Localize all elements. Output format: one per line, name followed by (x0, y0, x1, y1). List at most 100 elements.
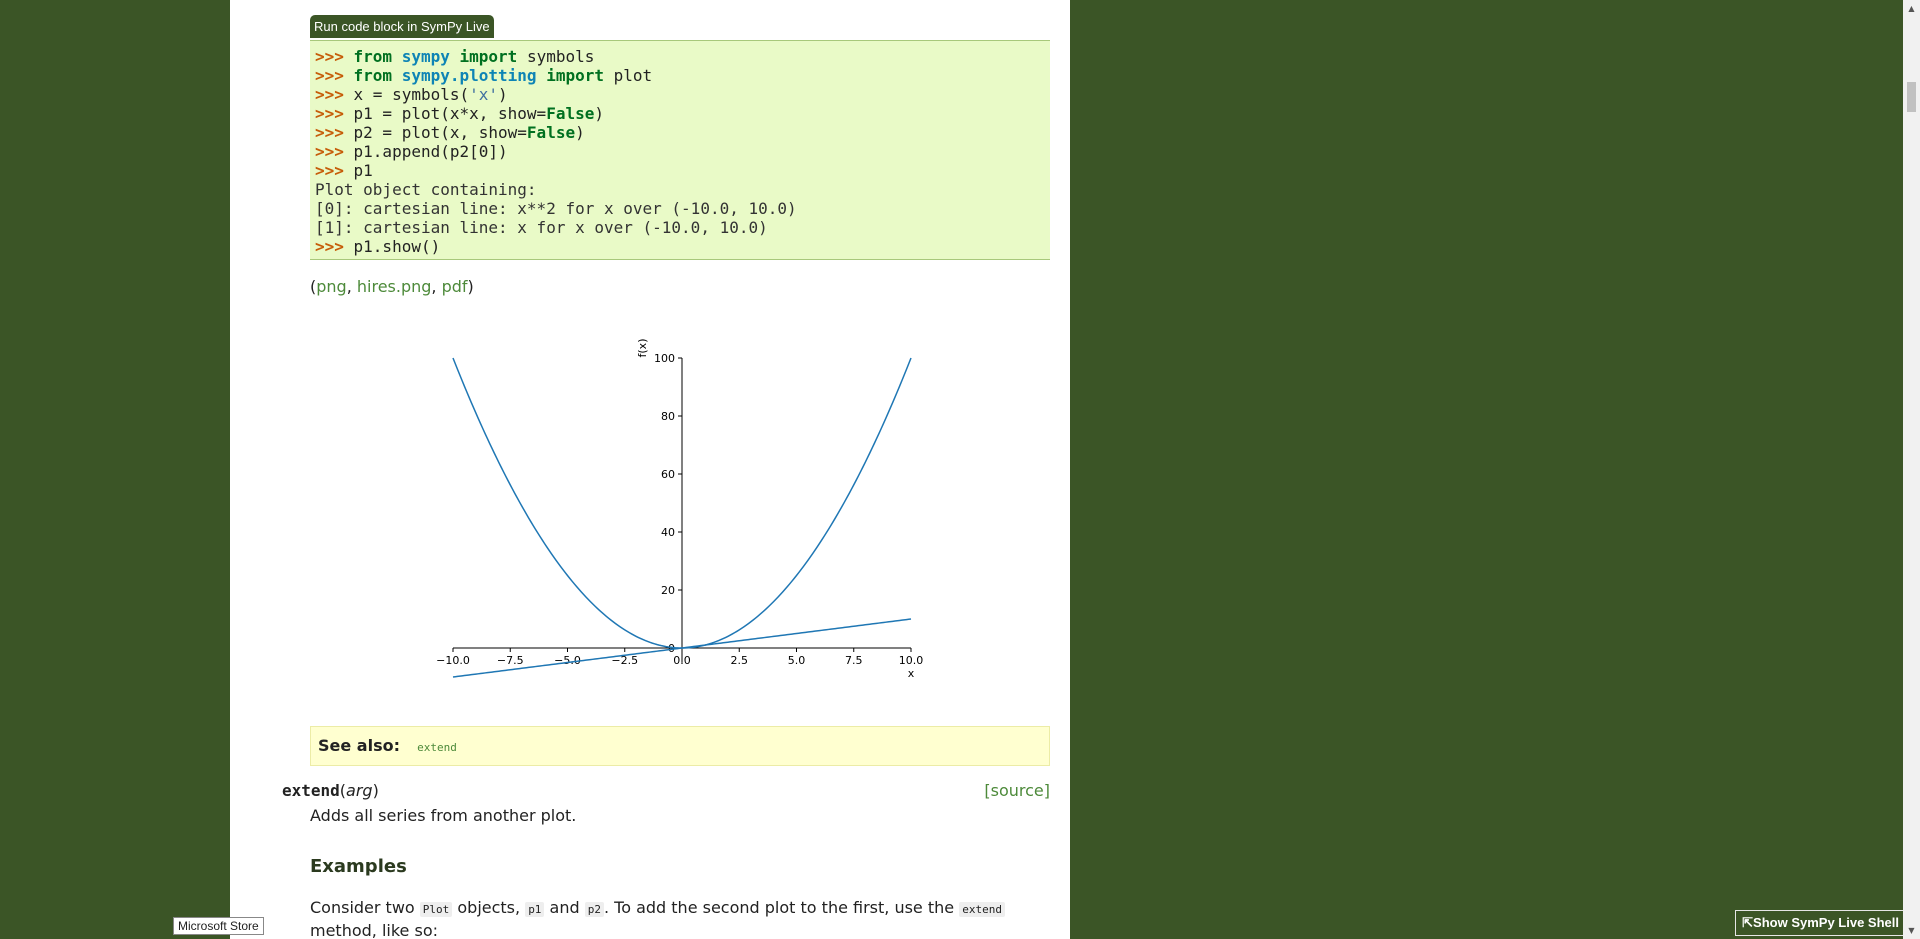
x-axis-label: x (908, 667, 915, 680)
y-tick-label: 20 (661, 584, 675, 597)
scroll-up-arrow-icon[interactable]: ▲ (1908, 4, 1915, 13)
code-token: >>> (315, 104, 354, 123)
plot-svg: −10.0 −7.5 −5.0 −2.5 0.0 2.5 5.0 7.5 10.0 0 20 40 60… (436, 339, 924, 680)
text-run: Consider two (310, 898, 420, 917)
text-run: objects, (452, 898, 526, 917)
x-tick-label: −5.0 (554, 654, 581, 667)
code-token (537, 66, 547, 85)
code-token: False (546, 104, 595, 123)
code-token: >>> (315, 66, 354, 85)
x-tick-label: 0.0 (673, 654, 691, 667)
code-line: >>> p1.append(p2[0]) (315, 142, 1045, 161)
scrollbar[interactable]: ▲ ▼ (1903, 0, 1920, 939)
see-also-extend-link[interactable]: extend (417, 741, 457, 754)
code-token: import (546, 66, 604, 85)
sig-paren-close: ) (372, 781, 379, 800)
y-tick-label: 40 (661, 526, 675, 539)
hires-png-link[interactable]: hires.png (356, 277, 432, 296)
code-token: plot (604, 66, 653, 85)
inline-code: Plot (419, 902, 453, 917)
code-line: >>> from sympy.plotting import plot (315, 66, 1045, 85)
code-token: ) (594, 104, 604, 123)
x-tick-label: 10.0 (899, 654, 924, 667)
code-token (392, 47, 402, 66)
method-arg: arg (346, 781, 373, 800)
code-token: 'x' (469, 85, 499, 104)
show-sympy-live-shell-button[interactable]: ⇱Show SymPy Live Shell (1735, 910, 1906, 936)
examples-heading: Examples (310, 856, 407, 877)
x-tick-label: 7.5 (845, 654, 863, 667)
code-token: >>> (315, 47, 354, 66)
inline-code: p1 (525, 902, 545, 917)
code-token: ) (498, 85, 508, 104)
method-signature: extend(arg) (282, 781, 379, 800)
sig-paren-open: ( (339, 781, 347, 800)
separator: , (346, 277, 357, 296)
code-line: >>> x = symbols('x') (315, 85, 1045, 104)
source-link[interactable]: [source] (984, 781, 1050, 800)
scroll-thumb[interactable] (1907, 82, 1916, 112)
x-tick-label: −10.0 (436, 654, 470, 667)
code-line: >>> p2 = plot(x, show=False) (315, 123, 1045, 142)
y-tick-label: 80 (661, 410, 675, 423)
code-token: p1 = plot(x*x, show= (353, 104, 547, 123)
code-token: ) (575, 123, 585, 142)
code-token: p1 (353, 161, 373, 180)
code-token: False (526, 123, 576, 142)
x-tick-label: 2.5 (731, 654, 749, 667)
text-run: . To add the second plot to the first, u… (603, 898, 960, 917)
code-token: >>> (315, 123, 354, 142)
code-block: >>> from sympy import symbols >>> from sy… (310, 40, 1050, 260)
code-token (392, 66, 402, 85)
plot-figure: −10.0 −7.5 −5.0 −2.5 0.0 2.5 5.0 7.5 10.0 0 20 40 60… (310, 320, 1050, 690)
see-also-box: See also: extend (310, 726, 1050, 766)
code-line: >>> p1 = plot(x*x, show=False) (315, 104, 1045, 123)
pdf-link[interactable]: pdf (441, 277, 468, 296)
code-line: Plot object containing: (315, 180, 1045, 199)
method-description: Adds all series from another plot. (310, 806, 577, 825)
code-line: >>> from sympy import symbols (315, 47, 1045, 66)
doc-page: Run code block in SymPy Live >>> from sy… (230, 0, 1070, 939)
code-token: [1]: cartesian line: x for x over (-10.0… (315, 218, 768, 237)
code-token: p1.show() (353, 237, 441, 256)
code-line: [1]: cartesian line: x for x over (-10.0… (315, 218, 1045, 237)
code-token: >>> (315, 237, 354, 256)
method-name: extend (282, 781, 340, 800)
code-token: >>> (315, 142, 354, 161)
x-tick-label: 5.0 (788, 654, 806, 667)
paren-close: ) (467, 277, 474, 296)
code-token: from (353, 47, 393, 66)
code-token (450, 47, 460, 66)
examples-paragraph: Consider two Plot objects, p1 and p2. To… (310, 897, 1050, 939)
code-token: Plot object containing: (315, 180, 537, 199)
y-tick-label: 0 (668, 642, 675, 655)
code-line: >>> p1.show() (315, 237, 1045, 256)
code-token: sympy.plotting (401, 66, 537, 85)
image-format-links: (png, hires.png, pdf) (310, 277, 474, 296)
inline-code: extend (959, 902, 1005, 917)
y-axis-label: f(x) (636, 339, 649, 358)
code-token: x = symbols( (353, 85, 470, 104)
y-tick-label: 100 (654, 352, 675, 365)
code-token: symbols (517, 47, 595, 66)
code-token: >>> (315, 85, 354, 104)
x-tick-label: −7.5 (497, 654, 524, 667)
run-in-sympy-live-button[interactable]: Run code block in SymPy Live (310, 15, 494, 38)
code-token: >>> (315, 161, 354, 180)
tooltip: Microsoft Store (173, 917, 264, 935)
code-line: [0]: cartesian line: x**2 for x over (-1… (315, 199, 1045, 218)
code-token: p1.append(p2[0]) (353, 142, 508, 161)
code-line: >>> p1 (315, 161, 1045, 180)
text-run: method, like so: (310, 921, 438, 939)
see-also-title: See also: (318, 736, 400, 755)
y-tick-label: 60 (661, 468, 675, 481)
scroll-down-arrow-icon[interactable]: ▼ (1908, 926, 1915, 935)
x-tick-label: −2.5 (611, 654, 638, 667)
paren-open: ( (310, 277, 317, 296)
code-token: import (459, 47, 518, 66)
code-token: [0]: cartesian line: x**2 for x over (-1… (315, 199, 797, 218)
png-link[interactable]: png (316, 277, 347, 296)
series-line (452, 618, 912, 678)
inline-code: p2 (584, 902, 604, 917)
separator: , (431, 277, 442, 296)
